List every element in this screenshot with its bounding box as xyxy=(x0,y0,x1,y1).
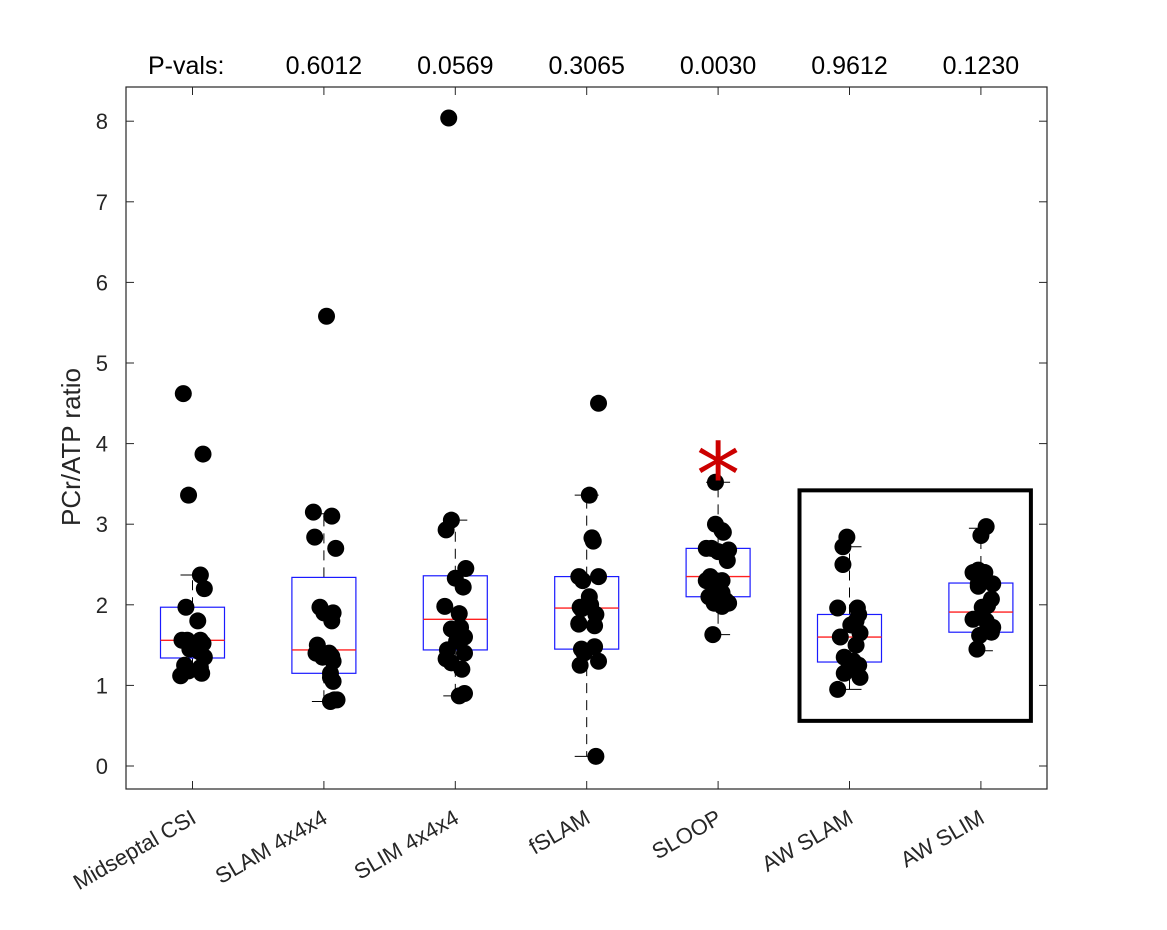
data-point xyxy=(580,486,598,504)
y-tick-label: 7 xyxy=(96,190,108,215)
y-tick-label: 2 xyxy=(96,593,108,618)
y-axis-label: PCr/ATP ratio xyxy=(56,368,86,526)
data-point xyxy=(714,523,732,541)
data-point xyxy=(973,598,991,616)
pval-label: 0.1230 xyxy=(943,52,1019,80)
data-point xyxy=(193,664,211,682)
data-point xyxy=(574,572,592,590)
data-point xyxy=(194,445,212,463)
data-point xyxy=(706,473,724,491)
data-point xyxy=(586,617,604,635)
data-point xyxy=(323,612,341,630)
data-point xyxy=(324,672,342,690)
x-tick-label: AW SLAM xyxy=(757,805,857,877)
pval-label: 0.6012 xyxy=(286,52,362,80)
data-point xyxy=(834,538,852,556)
data-point xyxy=(705,594,723,612)
data-point xyxy=(327,539,345,557)
y-tick-label: 8 xyxy=(96,109,108,134)
data-point xyxy=(590,394,608,412)
data-point xyxy=(584,532,602,550)
y-axis: 0 1 2 3 4 5 6 7 8 xyxy=(96,109,1047,779)
data-point xyxy=(328,691,346,709)
y-tick-label: 6 xyxy=(96,270,108,295)
data-point xyxy=(453,626,471,644)
data-point xyxy=(440,109,458,127)
significance-asterisk: * xyxy=(696,424,740,527)
pval-label: 0.0569 xyxy=(417,52,493,80)
data-point xyxy=(571,656,589,674)
data-point xyxy=(436,597,454,615)
data-point xyxy=(964,610,982,628)
x-tick-label: SLOOP xyxy=(647,805,725,865)
data-point xyxy=(969,577,987,595)
data-point xyxy=(704,626,722,644)
data-point xyxy=(851,668,869,686)
data-point xyxy=(195,580,213,598)
pvals-layer: 0.6012 0.0569 0.3065 0.0030 0.9612 0.1230 xyxy=(286,52,1019,80)
pval-label: 0.3065 xyxy=(548,52,624,80)
data-point xyxy=(174,385,192,403)
highlight-rectangle xyxy=(797,488,1033,723)
data-point xyxy=(177,598,195,616)
data-point xyxy=(972,526,990,544)
data-point xyxy=(191,566,209,584)
data-point xyxy=(453,660,471,678)
x-tick-label: fSLAM xyxy=(525,805,595,860)
data-point xyxy=(590,568,608,586)
data-point xyxy=(323,507,341,525)
x-tick-label: SLAM 4x4x4 xyxy=(211,805,332,889)
data-point xyxy=(572,600,590,618)
data-point xyxy=(847,636,865,654)
data-point xyxy=(180,486,198,504)
data-point xyxy=(831,628,849,646)
pval-header: P-vals: xyxy=(148,52,224,80)
data-point xyxy=(718,551,736,569)
pval-label: 0.0030 xyxy=(680,52,756,80)
data-point xyxy=(834,556,852,573)
x-tick-label: AW SLIM xyxy=(896,805,988,873)
data-point xyxy=(455,684,473,702)
data-point xyxy=(172,667,190,685)
y-tick-label: 4 xyxy=(96,432,108,457)
pval-label: 0.9612 xyxy=(811,52,887,80)
data-point xyxy=(304,503,322,521)
y-tick-label: 1 xyxy=(96,673,108,698)
data-point xyxy=(306,528,324,546)
data-point xyxy=(189,612,207,630)
data-point xyxy=(590,652,608,670)
x-tick-label: SLIM 4x4x4 xyxy=(350,805,463,885)
data-point xyxy=(437,521,455,539)
y-tick-label: 5 xyxy=(96,351,108,376)
data-point xyxy=(570,615,588,633)
data-point xyxy=(968,640,986,658)
data-point xyxy=(984,575,1002,593)
y-tick-label: 0 xyxy=(96,754,108,779)
data-point xyxy=(978,620,996,638)
y-tick-label: 3 xyxy=(96,512,108,537)
data-point xyxy=(450,605,468,623)
data-point xyxy=(318,307,336,325)
data-point xyxy=(829,680,847,698)
data-point xyxy=(829,599,847,617)
points-layer xyxy=(172,109,1002,765)
boxes-layer xyxy=(159,481,1014,757)
data-point xyxy=(835,664,853,682)
data-point xyxy=(587,747,605,765)
x-tick-label: Midseptal CSI xyxy=(69,805,200,895)
data-point xyxy=(455,644,473,662)
data-point xyxy=(454,578,472,596)
